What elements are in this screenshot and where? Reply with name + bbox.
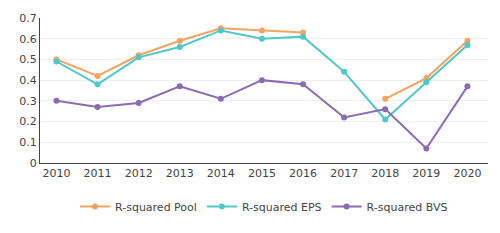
svg-text:2011: 2011 (84, 167, 112, 180)
svg-text:2014: 2014 (207, 167, 235, 180)
svg-text:2017: 2017 (330, 167, 358, 180)
svg-text:2015: 2015 (248, 167, 276, 180)
svg-text:0: 0 (30, 157, 37, 170)
svg-text:R-squared Pool: R-squared Pool (115, 201, 197, 214)
svg-text:R-squared BVS: R-squared BVS (367, 201, 448, 214)
svg-text:0.3: 0.3 (19, 95, 37, 108)
svg-text:2010: 2010 (42, 167, 70, 180)
svg-text:0.5: 0.5 (19, 53, 37, 66)
svg-text:2019: 2019 (412, 167, 440, 180)
svg-text:R-squared EPS: R-squared EPS (242, 201, 322, 214)
svg-text:0.7: 0.7 (19, 12, 37, 25)
svg-text:2018: 2018 (371, 167, 399, 180)
svg-text:2012: 2012 (125, 167, 153, 180)
svg-text:0.2: 0.2 (19, 115, 37, 128)
svg-text:0.6: 0.6 (19, 33, 37, 46)
svg-text:0.1: 0.1 (19, 136, 37, 149)
svg-text:2020: 2020 (453, 167, 481, 180)
svg-text:2013: 2013 (166, 167, 194, 180)
svg-text:2016: 2016 (289, 167, 317, 180)
svg-text:0.4: 0.4 (19, 74, 37, 87)
